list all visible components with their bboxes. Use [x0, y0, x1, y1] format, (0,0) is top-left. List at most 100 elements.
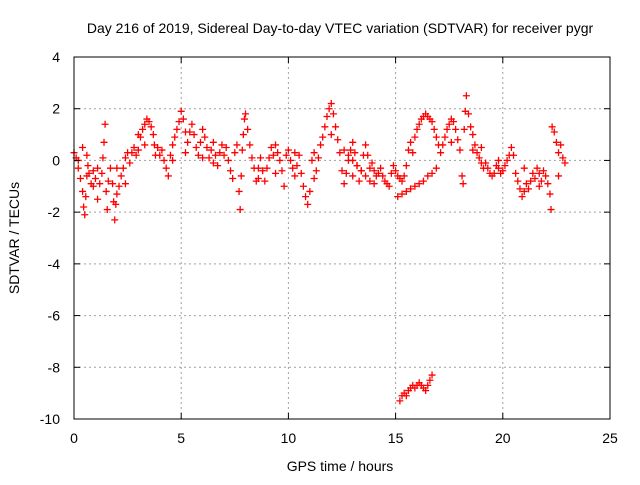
data-point	[227, 167, 235, 175]
data-point	[263, 164, 271, 172]
data-point	[158, 146, 166, 154]
data-point	[368, 159, 376, 167]
data-point	[449, 118, 457, 126]
data-point	[199, 154, 207, 162]
data-point	[537, 177, 545, 185]
data-point	[334, 136, 342, 144]
data-point	[430, 125, 438, 133]
data-point	[402, 187, 410, 195]
data-point	[190, 131, 198, 139]
data-point	[327, 100, 335, 108]
data-point	[194, 151, 202, 159]
axis-ticks: 0 5 10 15 20 25 -10 -8 -6 -4 -2 0 2 4	[40, 49, 618, 446]
data-point	[552, 138, 560, 146]
data-point	[89, 182, 97, 190]
data-point	[525, 185, 533, 193]
data-point	[224, 156, 232, 164]
data-point	[544, 180, 552, 188]
data-point	[387, 169, 395, 177]
data-point	[169, 141, 177, 149]
data-point	[160, 156, 168, 164]
data-point	[437, 149, 445, 157]
data-point	[396, 397, 404, 405]
data-point	[392, 167, 400, 175]
data-point	[540, 167, 548, 175]
data-point	[209, 159, 217, 167]
data-point	[542, 172, 550, 180]
data-point	[81, 211, 89, 219]
data-point	[76, 175, 84, 183]
data-point	[366, 164, 374, 172]
data-point	[424, 172, 432, 180]
data-point	[231, 149, 239, 157]
data-point	[220, 151, 228, 159]
data-point	[112, 200, 120, 208]
data-point	[467, 123, 475, 131]
data-point	[355, 177, 363, 185]
data-point	[482, 159, 490, 167]
data-point	[426, 376, 434, 384]
data-point	[546, 190, 554, 198]
x-tick-label: 15	[388, 430, 404, 446]
data-point	[464, 110, 472, 118]
data-point	[340, 180, 348, 188]
data-point	[503, 156, 511, 164]
data-point	[205, 154, 213, 162]
x-tick-label: 10	[281, 430, 297, 446]
data-point	[113, 190, 121, 198]
data-point	[121, 154, 129, 162]
data-point	[184, 138, 192, 146]
data-point	[336, 149, 344, 157]
data-point	[452, 125, 460, 133]
data-point	[169, 156, 177, 164]
data-point	[415, 120, 423, 128]
data-point	[325, 105, 333, 113]
data-point	[413, 125, 421, 133]
data-point	[287, 156, 295, 164]
data-point	[162, 164, 170, 172]
data-point	[109, 180, 117, 188]
data-point	[308, 156, 316, 164]
data-point	[269, 151, 277, 159]
data-point	[471, 141, 479, 149]
data-point	[439, 141, 447, 149]
data-point	[484, 164, 492, 172]
data-point	[432, 133, 440, 141]
data-point	[312, 167, 320, 175]
data-point	[141, 141, 149, 149]
data-point	[177, 107, 185, 115]
data-point	[149, 131, 157, 139]
data-point	[83, 151, 91, 159]
y-axis-label: SDTVAR / TECUs	[6, 182, 22, 294]
data-point	[192, 144, 200, 151]
data-point	[254, 175, 262, 183]
data-point	[445, 120, 453, 128]
data-point	[477, 144, 485, 151]
data-point	[297, 169, 305, 177]
x-tick-label: 20	[495, 430, 511, 446]
data-point	[404, 146, 412, 154]
data-point	[407, 185, 415, 193]
data-point	[306, 187, 314, 195]
data-point	[104, 177, 112, 185]
data-point	[379, 172, 387, 180]
data-point	[103, 206, 111, 214]
data-point	[398, 190, 406, 198]
data-point	[280, 182, 288, 190]
data-point	[555, 172, 563, 180]
data-point	[473, 149, 481, 157]
data-point	[132, 151, 140, 159]
data-point	[550, 128, 558, 136]
data-point	[299, 182, 307, 190]
data-point	[398, 177, 406, 185]
data-point	[370, 180, 378, 188]
data-point	[402, 392, 410, 400]
data-point	[555, 149, 563, 157]
data-point	[559, 154, 567, 162]
data-point	[323, 112, 331, 120]
data-point	[154, 144, 162, 151]
x-axis-label: GPS time / hours	[287, 458, 394, 474]
data-point	[244, 125, 252, 133]
data-point	[411, 182, 419, 190]
